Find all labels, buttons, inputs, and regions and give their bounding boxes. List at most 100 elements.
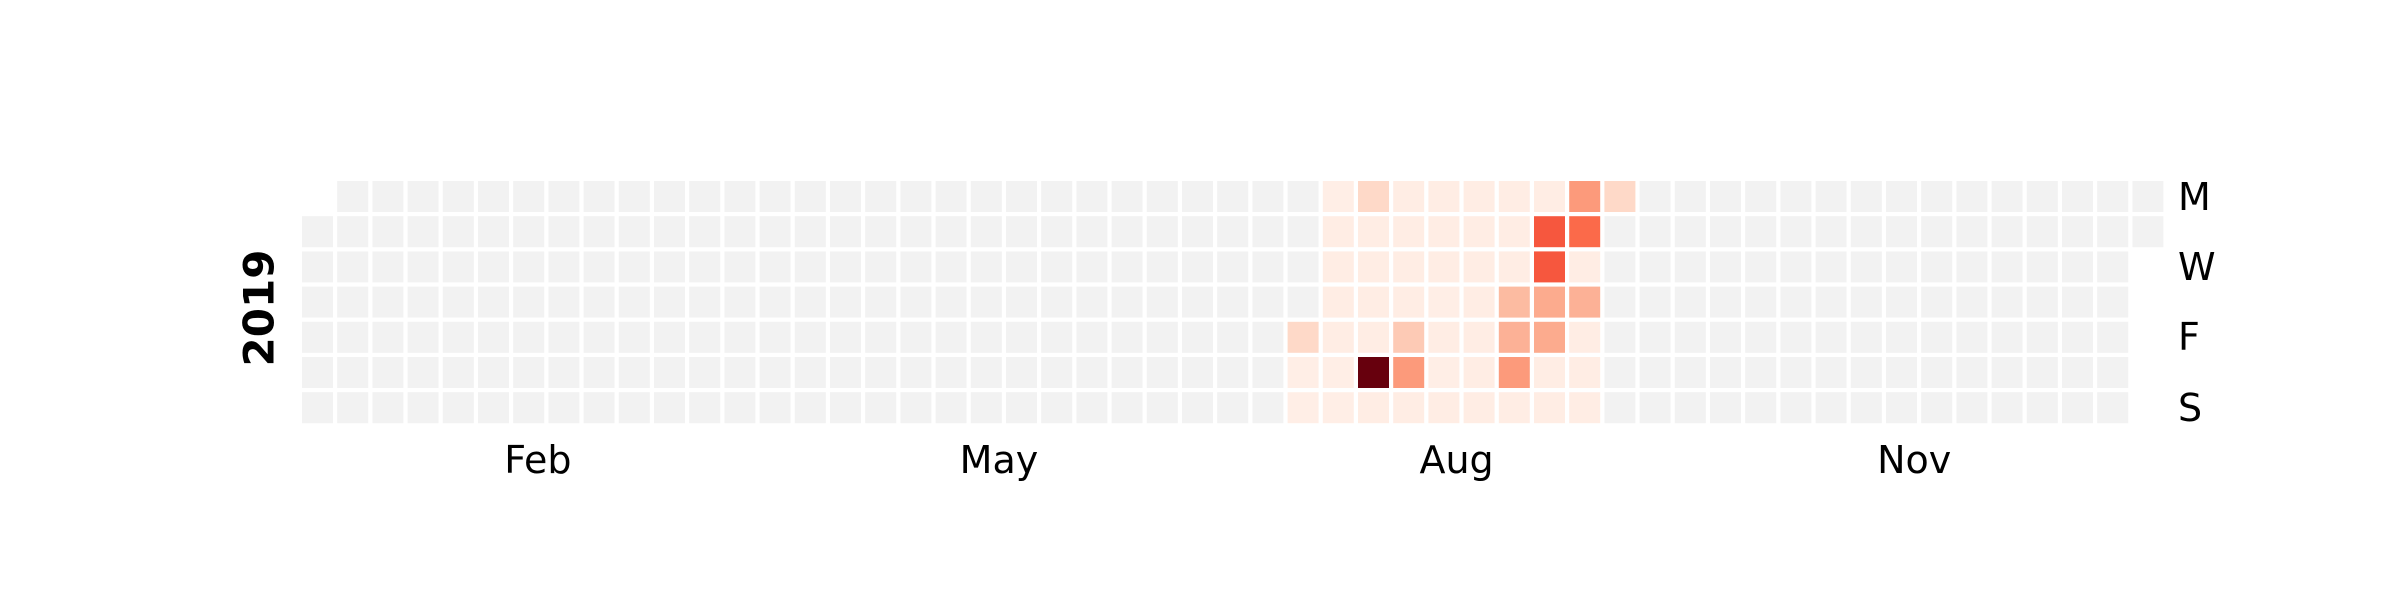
heatmap-cell xyxy=(1252,286,1284,318)
heatmap-cell xyxy=(1745,392,1777,424)
heatmap-cell xyxy=(407,181,439,212)
heatmap-cell xyxy=(724,286,756,318)
month-label: May xyxy=(959,438,1039,482)
heatmap-cell xyxy=(2097,181,2129,212)
heatmap-cell xyxy=(1111,392,1143,424)
day-label: M xyxy=(2178,174,2211,219)
heatmap-cell xyxy=(654,181,685,212)
heatmap-cell xyxy=(1041,216,1073,248)
heatmap-cell xyxy=(478,181,509,212)
heatmap-cell xyxy=(830,216,861,248)
heatmap-cell xyxy=(478,357,509,388)
heatmap-cell xyxy=(1710,216,1741,248)
heatmap-cell xyxy=(654,357,685,388)
heatmap-cell xyxy=(1111,181,1143,212)
heatmap-cell xyxy=(1252,181,1284,212)
heatmap-cell-active xyxy=(1322,251,1354,283)
heatmap-cell xyxy=(407,216,439,248)
heatmap-cell xyxy=(478,251,509,283)
heatmap-cell xyxy=(337,216,369,248)
heatmap-cell xyxy=(1604,286,1636,318)
heatmap-cell xyxy=(2026,286,2058,318)
heatmap-cell xyxy=(513,321,545,353)
heatmap-cell-active xyxy=(1498,321,1530,353)
heatmap-cell xyxy=(1710,286,1741,318)
heatmap-cell xyxy=(865,321,897,353)
heatmap-cell xyxy=(1182,286,1213,318)
heatmap-cell xyxy=(970,392,1002,424)
heatmap-cell-active xyxy=(1534,251,1565,283)
heatmap-cell xyxy=(970,216,1002,248)
heatmap-cell xyxy=(1991,357,2023,388)
heatmap-cell xyxy=(1956,181,1988,212)
heatmap-cell xyxy=(1604,251,1636,283)
heatmap-cell xyxy=(1850,181,1882,212)
heatmap-cell xyxy=(2097,357,2129,388)
heatmap-cell xyxy=(935,286,967,318)
heatmap-cell-active xyxy=(1358,251,1389,283)
heatmap-cell xyxy=(1921,321,1953,353)
heatmap-cell xyxy=(1991,216,2023,248)
heatmap-cell xyxy=(1921,181,1953,212)
heatmap-cell xyxy=(935,251,967,283)
heatmap-cell xyxy=(1252,392,1284,424)
heatmap-cell xyxy=(548,357,580,388)
heatmap-cell xyxy=(1041,286,1073,318)
heatmap-cell xyxy=(2062,321,2093,353)
heatmap-cell xyxy=(759,181,791,212)
heatmap-cell xyxy=(1146,321,1178,353)
heatmap-cell xyxy=(1639,286,1671,318)
heatmap-cell xyxy=(1252,321,1284,353)
heatmap-cell-active xyxy=(1393,216,1425,248)
heatmap-cell xyxy=(1886,321,1917,353)
heatmap-cell xyxy=(654,251,685,283)
heatmap-cell-active xyxy=(1498,181,1530,212)
heatmap-cell xyxy=(689,392,721,424)
heatmap-cell xyxy=(2132,216,2164,248)
heatmap-cell xyxy=(1111,286,1143,318)
heatmap-cell xyxy=(583,321,615,353)
heatmap-cell xyxy=(583,216,615,248)
heatmap-cell xyxy=(2026,321,2058,353)
heatmap-cell-active xyxy=(1428,357,1460,388)
heatmap-cell xyxy=(2097,251,2129,283)
heatmap-cell xyxy=(1956,251,1988,283)
heatmap-cell xyxy=(865,392,897,424)
heatmap-cell xyxy=(900,251,932,283)
heatmap-cell xyxy=(513,251,545,283)
heatmap-cell xyxy=(759,321,791,353)
heatmap-cell xyxy=(1252,251,1284,283)
heatmap-cell xyxy=(1991,286,2023,318)
heatmap-cell xyxy=(618,392,650,424)
heatmap-cell xyxy=(1076,392,1108,424)
day-label: W xyxy=(2178,244,2216,289)
heatmap-cell xyxy=(1710,357,1741,388)
heatmap-cell xyxy=(583,286,615,318)
heatmap-cell xyxy=(1745,357,1777,388)
heatmap-cell xyxy=(478,392,509,424)
heatmap-cell xyxy=(583,392,615,424)
heatmap-cell xyxy=(1674,251,1706,283)
heatmap-cell xyxy=(1745,286,1777,318)
heatmap-cell xyxy=(407,286,439,318)
heatmap-cell-active xyxy=(1498,392,1530,424)
heatmap-cell xyxy=(794,321,826,353)
heatmap-cell-active xyxy=(1569,357,1601,388)
heatmap-cell xyxy=(1604,392,1636,424)
heatmap-cell xyxy=(654,392,685,424)
heatmap-cell-active xyxy=(1393,181,1425,212)
heatmap-cell xyxy=(724,181,756,212)
heatmap-cell xyxy=(1956,216,1988,248)
heatmap-cell xyxy=(1850,216,1882,248)
heatmap-cell-active xyxy=(1463,251,1495,283)
heatmap-cell xyxy=(689,216,721,248)
heatmap-cell xyxy=(1111,357,1143,388)
heatmap-cell xyxy=(1287,181,1319,212)
heatmap-cell xyxy=(1815,357,1847,388)
heatmap-cell xyxy=(513,392,545,424)
heatmap-cell xyxy=(372,392,404,424)
heatmap-cell xyxy=(1076,216,1108,248)
heatmap-cell xyxy=(1182,216,1213,248)
month-label: Feb xyxy=(504,438,572,482)
heatmap-cell xyxy=(865,286,897,318)
